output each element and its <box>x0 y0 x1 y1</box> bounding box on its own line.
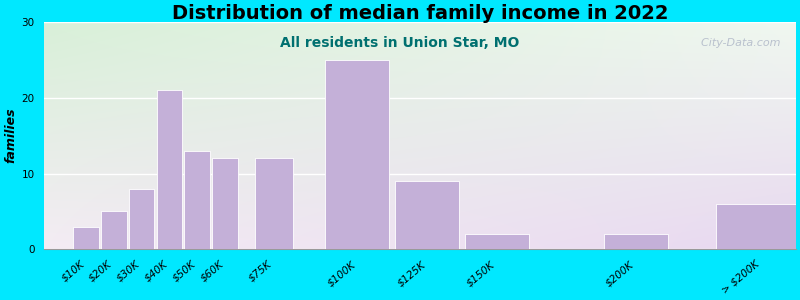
Text: All residents in Union Star, MO: All residents in Union Star, MO <box>280 36 520 50</box>
Bar <box>604 234 668 249</box>
Bar <box>129 189 154 249</box>
Bar <box>101 212 126 249</box>
Bar <box>185 151 210 249</box>
Bar <box>212 158 238 249</box>
Bar <box>254 158 293 249</box>
Bar <box>716 204 800 249</box>
Title: Distribution of median family income in 2022: Distribution of median family income in … <box>172 4 668 23</box>
Bar <box>326 60 390 249</box>
Text: City-Data.com: City-Data.com <box>694 38 781 48</box>
Bar <box>465 234 529 249</box>
Bar <box>73 226 98 249</box>
Bar <box>395 181 459 249</box>
Bar <box>157 90 182 249</box>
Y-axis label: families: families <box>4 108 17 164</box>
